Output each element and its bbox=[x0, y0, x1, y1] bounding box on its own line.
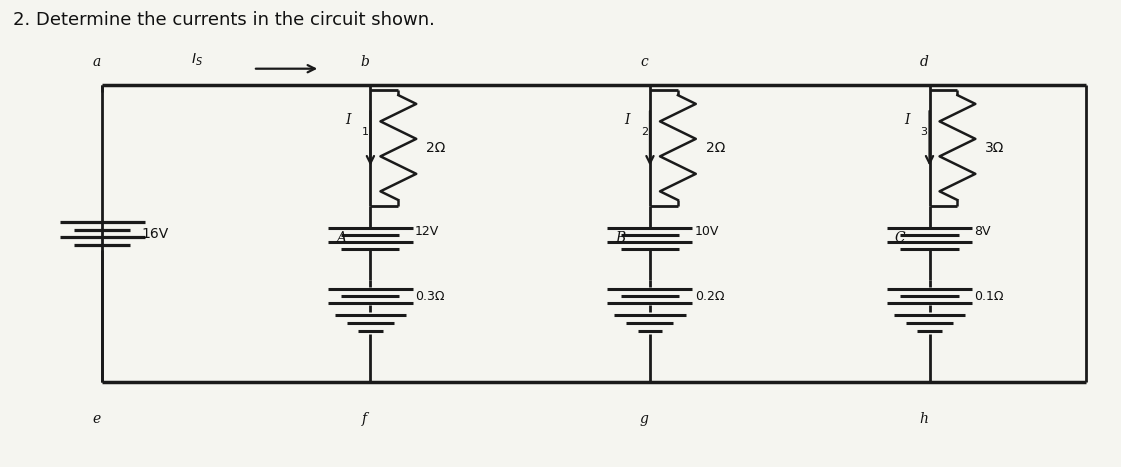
Text: 2Ω: 2Ω bbox=[426, 141, 446, 155]
Text: 0.1Ω: 0.1Ω bbox=[974, 290, 1003, 303]
Text: I: I bbox=[904, 113, 909, 127]
Text: 16V: 16V bbox=[141, 226, 168, 241]
Text: 10V: 10V bbox=[695, 225, 719, 238]
Text: 3Ω: 3Ω bbox=[985, 141, 1004, 155]
Text: d: d bbox=[919, 55, 928, 69]
Text: 0.3Ω: 0.3Ω bbox=[415, 290, 445, 303]
Text: $I_S$: $I_S$ bbox=[191, 51, 203, 68]
Text: 2: 2 bbox=[641, 127, 648, 137]
Text: C: C bbox=[895, 231, 905, 245]
Text: e: e bbox=[92, 412, 101, 426]
Text: 8V: 8V bbox=[974, 225, 991, 238]
Text: b: b bbox=[360, 55, 369, 69]
Text: 2Ω: 2Ω bbox=[706, 141, 725, 155]
Text: B: B bbox=[615, 231, 626, 245]
Text: a: a bbox=[92, 55, 101, 69]
Text: f: f bbox=[362, 412, 368, 426]
Text: A: A bbox=[336, 231, 345, 245]
Text: 3: 3 bbox=[920, 127, 927, 137]
Text: 0.2Ω: 0.2Ω bbox=[695, 290, 724, 303]
Text: 2. Determine the currents in the circuit shown.: 2. Determine the currents in the circuit… bbox=[12, 11, 435, 28]
Text: 1: 1 bbox=[361, 127, 369, 137]
Text: c: c bbox=[640, 55, 648, 69]
Text: 12V: 12V bbox=[415, 225, 439, 238]
Text: g: g bbox=[640, 412, 649, 426]
Text: I: I bbox=[624, 113, 630, 127]
Text: h: h bbox=[919, 412, 928, 426]
Text: I: I bbox=[345, 113, 350, 127]
